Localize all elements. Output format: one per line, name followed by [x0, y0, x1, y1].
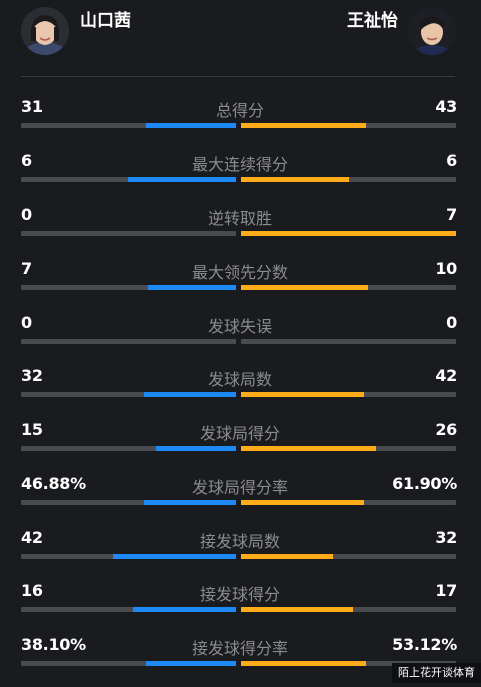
- stat-left-bar-track: [21, 231, 236, 236]
- stat-label: 最大连续得分: [191, 155, 288, 174]
- player-right-avatar-image: [408, 7, 456, 55]
- stat-row: 6 最大连续得分 6: [0, 151, 481, 203]
- stat-left-value: 46.88%: [21, 474, 86, 493]
- stat-right-bar-track: [241, 285, 456, 290]
- stat-left-value: 6: [21, 151, 32, 170]
- stat-label: 接发球得分率: [191, 639, 288, 658]
- header-divider: [21, 76, 455, 77]
- stat-right-bar-fill: [241, 392, 364, 397]
- player-left-avatar[interactable]: [21, 7, 69, 55]
- watermark: 陌上花开谈体育: [392, 663, 481, 683]
- stat-left-bar-track: [21, 661, 236, 666]
- stat-right-bar-fill: [241, 123, 366, 128]
- stat-row: 7 最大领先分数 10: [0, 259, 481, 311]
- stat-row: 31 总得分 43: [0, 97, 481, 149]
- match-header: 山口茜 王祉怡: [0, 0, 481, 76]
- stat-left-value: 38.10%: [21, 635, 86, 654]
- stat-right-bar-track: [241, 339, 456, 344]
- stat-right-value: 17: [435, 581, 457, 600]
- stat-left-bar-track: [21, 554, 236, 559]
- stat-right-value: 32: [435, 528, 457, 547]
- stat-left-bar-track: [21, 339, 236, 344]
- stat-right-bar-track: [241, 123, 456, 128]
- stat-left-value: 0: [21, 205, 32, 224]
- stat-left-value: 16: [21, 581, 43, 600]
- stat-right-value: 0: [446, 313, 457, 332]
- stat-label: 接发球得分: [199, 585, 280, 604]
- stat-row: 0 逆转取胜 7: [0, 205, 481, 257]
- stat-row: 16 接发球得分 17: [0, 581, 481, 633]
- stat-label: 发球局数: [207, 370, 272, 389]
- stat-right-bar-fill: [241, 607, 353, 612]
- stat-left-value: 7: [21, 259, 32, 278]
- stat-left-bar-track: [21, 177, 236, 182]
- stat-right-bar-fill: [241, 231, 456, 236]
- player-right-name: 王祉怡: [347, 11, 398, 31]
- stat-right-bar-track: [241, 177, 456, 182]
- stat-right-value: 10: [435, 259, 457, 278]
- stat-left-value: 42: [21, 528, 43, 547]
- stat-left-bar-fill: [128, 177, 236, 182]
- stat-label: 最大领先分数: [191, 263, 288, 282]
- stat-right-bar-track: [241, 231, 456, 236]
- player-left-avatar-image: [21, 7, 69, 55]
- stat-row: 15 发球局得分 26: [0, 420, 481, 472]
- stat-row: 32 发球局数 42: [0, 366, 481, 418]
- stat-left-bar-track: [21, 123, 236, 128]
- player-left-name: 山口茜: [80, 11, 131, 31]
- stat-row: 42 接发球局数 32: [0, 528, 481, 580]
- stat-label: 发球失误: [207, 317, 272, 336]
- stat-left-bar-track: [21, 446, 236, 451]
- stat-left-value: 15: [21, 420, 43, 439]
- player-right-avatar[interactable]: [408, 7, 456, 55]
- stat-left-bar-track: [21, 285, 236, 290]
- stat-right-bar-track: [241, 392, 456, 397]
- stat-right-bar-fill: [241, 446, 376, 451]
- stat-left-value: 32: [21, 366, 43, 385]
- stat-right-bar-fill: [241, 177, 349, 182]
- stat-right-value: 61.90%: [392, 474, 457, 493]
- stat-row: 38.10% 接发球得分率 53.12%: [0, 635, 481, 687]
- stat-right-value: 53.12%: [392, 635, 457, 654]
- stat-label: 总得分: [215, 101, 264, 120]
- stat-right-value: 7: [446, 205, 457, 224]
- stat-left-bar-track: [21, 607, 236, 612]
- stat-left-bar-fill: [148, 285, 236, 290]
- stat-row: 0 发球失误 0: [0, 313, 481, 365]
- stat-right-bar-fill: [241, 554, 333, 559]
- stat-label: 发球局得分: [199, 424, 280, 443]
- stat-right-bar-fill: [241, 661, 366, 666]
- stat-right-bar-track: [241, 661, 456, 666]
- stat-right-bar-fill: [241, 500, 364, 505]
- stat-left-bar-fill: [146, 661, 236, 666]
- stat-right-value: 43: [435, 97, 457, 116]
- stat-right-bar-track: [241, 446, 456, 451]
- stat-left-bar-fill: [144, 392, 236, 397]
- stat-right-value: 6: [446, 151, 457, 170]
- stat-right-bar-track: [241, 554, 456, 559]
- stat-left-bar-fill: [133, 607, 236, 612]
- stat-left-bar-fill: [156, 446, 236, 451]
- stat-right-bar-fill: [241, 285, 368, 290]
- stat-right-value: 42: [435, 366, 457, 385]
- stat-right-bar-track: [241, 607, 456, 612]
- stat-label: 接发球局数: [199, 532, 280, 551]
- stat-left-bar-fill: [144, 500, 236, 505]
- stat-right-bar-track: [241, 500, 456, 505]
- stat-left-bar-track: [21, 392, 236, 397]
- stat-left-bar-track: [21, 500, 236, 505]
- stat-label: 发球局得分率: [191, 478, 288, 497]
- stat-label: 逆转取胜: [207, 209, 272, 228]
- stat-row: 46.88% 发球局得分率 61.90%: [0, 474, 481, 526]
- stat-left-value: 0: [21, 313, 32, 332]
- stat-left-bar-fill: [113, 554, 236, 559]
- stat-left-bar-fill: [146, 123, 236, 128]
- stat-left-value: 31: [21, 97, 43, 116]
- stat-right-value: 26: [435, 420, 457, 439]
